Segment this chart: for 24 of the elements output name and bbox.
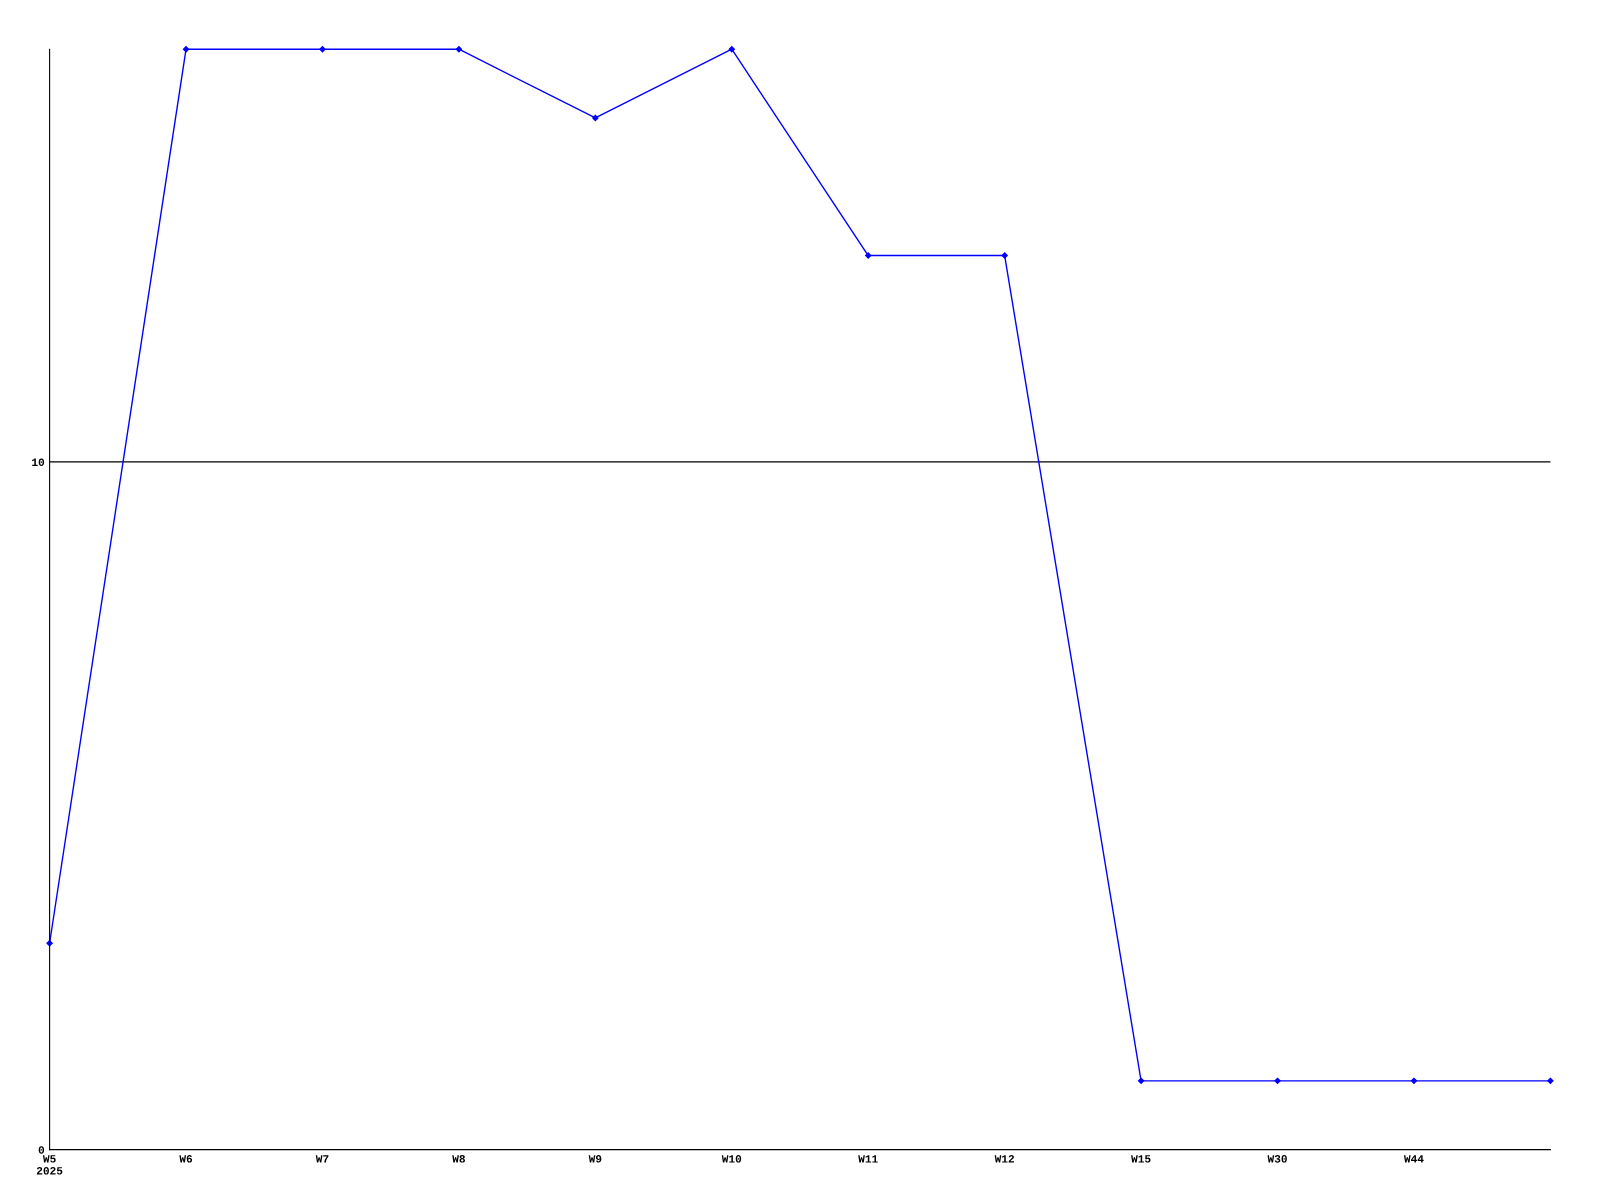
- point: [1137, 1077, 1145, 1084]
- x-tick-label: W44: [1403, 1155, 1424, 1163]
- x-tick-label: W8: [452, 1155, 465, 1163]
- x-tick-label: W7: [315, 1155, 329, 1163]
- x-tick-label: W5 2025: [36, 1155, 63, 1175]
- point: [865, 252, 872, 259]
- y-tick-label: 0: [38, 1146, 45, 1154]
- x-tick-label: W9: [588, 1155, 602, 1163]
- x-tick-label: W10: [721, 1155, 742, 1163]
- point: [1547, 1077, 1554, 1084]
- x-tick-label: W11: [858, 1155, 878, 1163]
- point: [1410, 1077, 1418, 1084]
- point: [1274, 1077, 1281, 1084]
- point: [182, 46, 190, 53]
- x-tick-label: W6: [179, 1155, 193, 1163]
- point: [1001, 252, 1008, 259]
- x-tick-label: W12: [994, 1155, 1014, 1163]
- point: [319, 46, 326, 53]
- point: [592, 114, 599, 122]
- point: [728, 46, 735, 53]
- x-tick-label: W30: [1267, 1155, 1287, 1163]
- x-tick-label: W15: [1131, 1155, 1151, 1163]
- y-tick-label: 10: [32, 458, 45, 466]
- point: [455, 46, 463, 53]
